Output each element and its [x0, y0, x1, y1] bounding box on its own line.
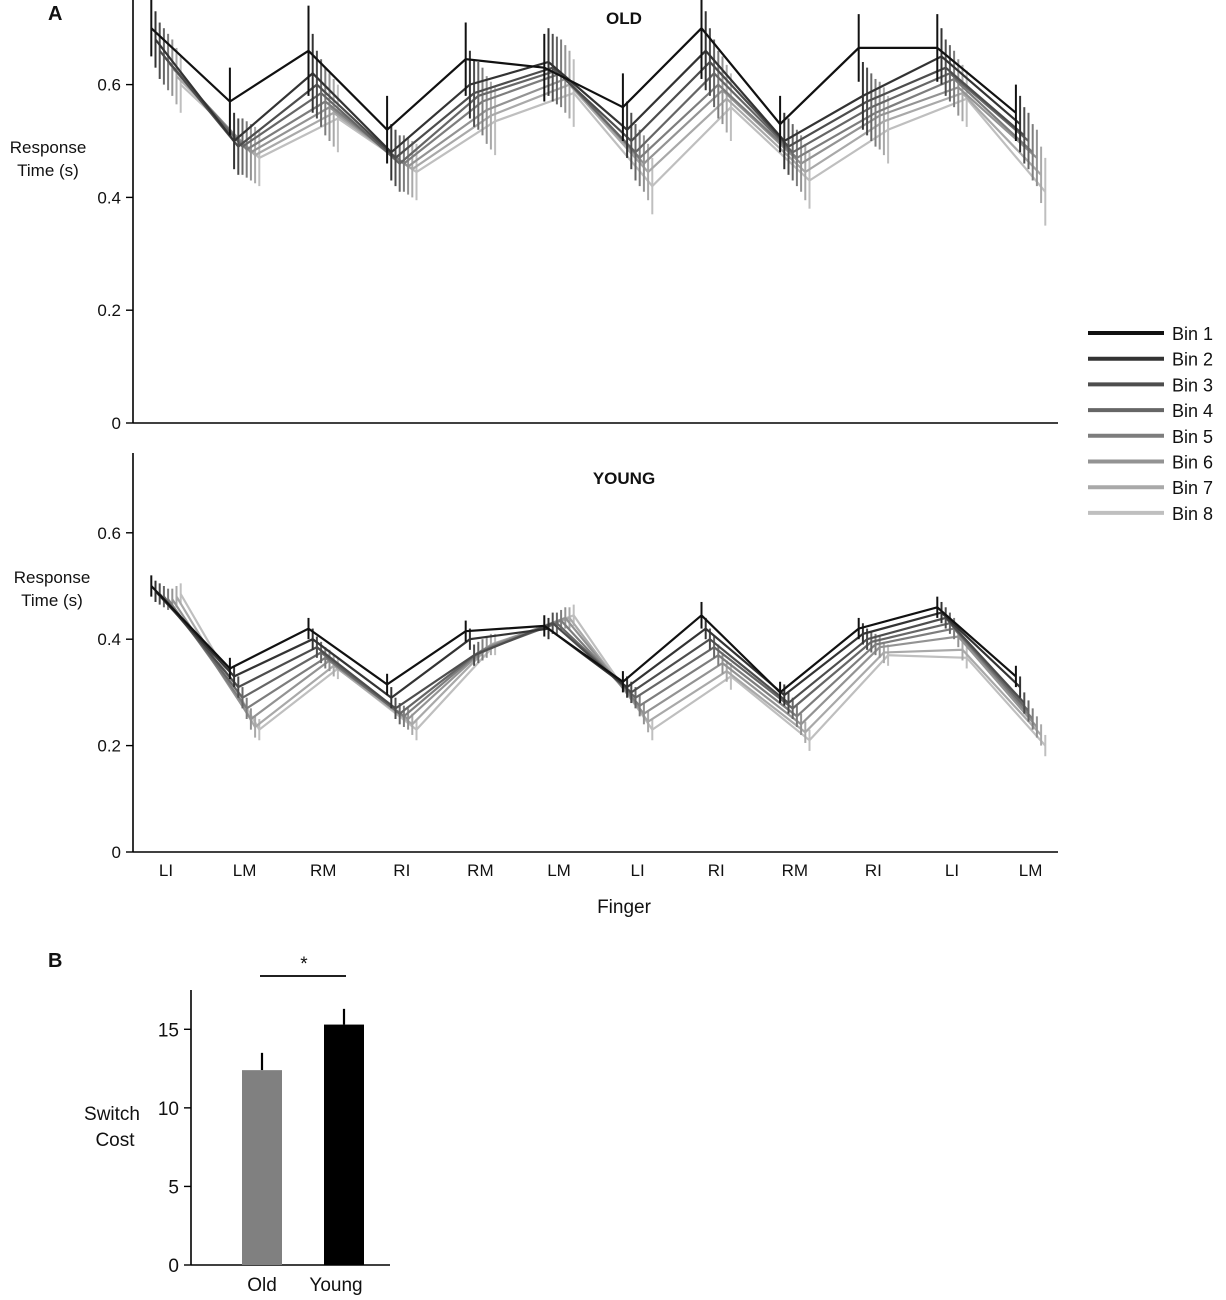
bar-y-tick-label: 5	[168, 1177, 179, 1198]
legend-label: Bin 3	[1172, 375, 1213, 395]
old-y-tick-label: 0	[112, 414, 121, 433]
young-x-tick-label: RI	[393, 861, 410, 880]
old-y-axis-label-line1: Response	[10, 138, 87, 157]
young-x-tick-label: LM	[233, 861, 257, 880]
legend-label: Bin 8	[1172, 504, 1213, 524]
switch-cost-y-label-line2: Cost	[95, 1130, 135, 1151]
young-x-tick-label: RM	[310, 861, 336, 880]
young-y-tick-label: 0.4	[97, 630, 121, 649]
young-x-tick-label: LI	[945, 861, 959, 880]
young-y-axis-label-line1: Response	[14, 568, 91, 587]
young-x-tick-label: LI	[631, 861, 645, 880]
old-panel-title: OLD	[606, 9, 642, 28]
old-series-line-bin-2	[154, 38, 1021, 154]
young-series-line-bin-1	[150, 585, 1017, 694]
old-line-plot: 0 0.2 0.4 0.6	[97, 0, 1058, 433]
bar-y-tick-label: 0	[168, 1256, 179, 1277]
panel-letter-b: B	[48, 950, 62, 972]
legend-label: Bin 5	[1172, 427, 1213, 447]
finger-x-axis-label: Finger	[597, 897, 652, 918]
legend-label: Bin 2	[1172, 350, 1213, 370]
switch-cost-y-label-line1: Switch	[84, 1104, 140, 1125]
bar-y-tick-label: 10	[158, 1099, 179, 1120]
young-line-plot: 0 0.2 0.4 0.6 LI LM RM RI RM LM LI RI RM RI LI LM	[97, 453, 1058, 880]
old-series-line-bin-4	[163, 55, 1030, 166]
young-x-tick-label: RI	[865, 861, 882, 880]
young-x-tick-label: RM	[467, 861, 493, 880]
significance-star: *	[300, 954, 308, 975]
young-x-tick-label: LM	[1019, 861, 1043, 880]
legend: Bin 1 Bin 2 Bin 3 Bin 4 Bin 5 Bin 6 Bin 7 Bin 8	[1088, 324, 1213, 524]
bar-category-label: Old	[247, 1275, 277, 1296]
young-x-tick-label: LM	[547, 861, 571, 880]
young-panel-title: YOUNG	[593, 469, 655, 488]
young-y-tick-label: 0.6	[97, 524, 121, 543]
young-series-line-bin-3	[158, 593, 1026, 710]
young-x-tick-label: RI	[708, 861, 725, 880]
old-y-tick-label: 0.2	[97, 301, 121, 320]
old-y-tick-label: 0.4	[97, 188, 121, 207]
young-y-tick-label: 0	[112, 843, 121, 862]
young-series-line-bin-8	[179, 593, 1047, 747]
bar-young	[324, 1024, 364, 1265]
bar-old	[242, 1070, 282, 1265]
old-series-line-bin-1	[150, 26, 1017, 132]
young-y-axis-label-line2: Time (s)	[21, 591, 83, 610]
young-x-tick-label: LI	[159, 861, 173, 880]
bar-category-label: Young	[309, 1275, 362, 1296]
old-y-axis-label-line2: Time (s)	[17, 161, 79, 180]
young-series-line-bin-6	[171, 598, 1038, 728]
legend-label: Bin 1	[1172, 324, 1213, 344]
young-y-tick-label: 0.2	[97, 737, 121, 756]
legend-label: Bin 6	[1172, 453, 1213, 473]
old-y-tick-label: 0.6	[97, 76, 121, 95]
switch-cost-bar-plot: 0 5 10 15 Old Young *	[158, 954, 390, 1296]
old-series-line-bin-3	[158, 50, 1026, 160]
panel-letter-a: A	[48, 3, 62, 25]
bar-y-tick-label: 15	[158, 1020, 179, 1041]
young-x-tick-label: RM	[782, 861, 808, 880]
legend-label: Bin 4	[1172, 401, 1213, 421]
legend-label: Bin 7	[1172, 478, 1213, 498]
